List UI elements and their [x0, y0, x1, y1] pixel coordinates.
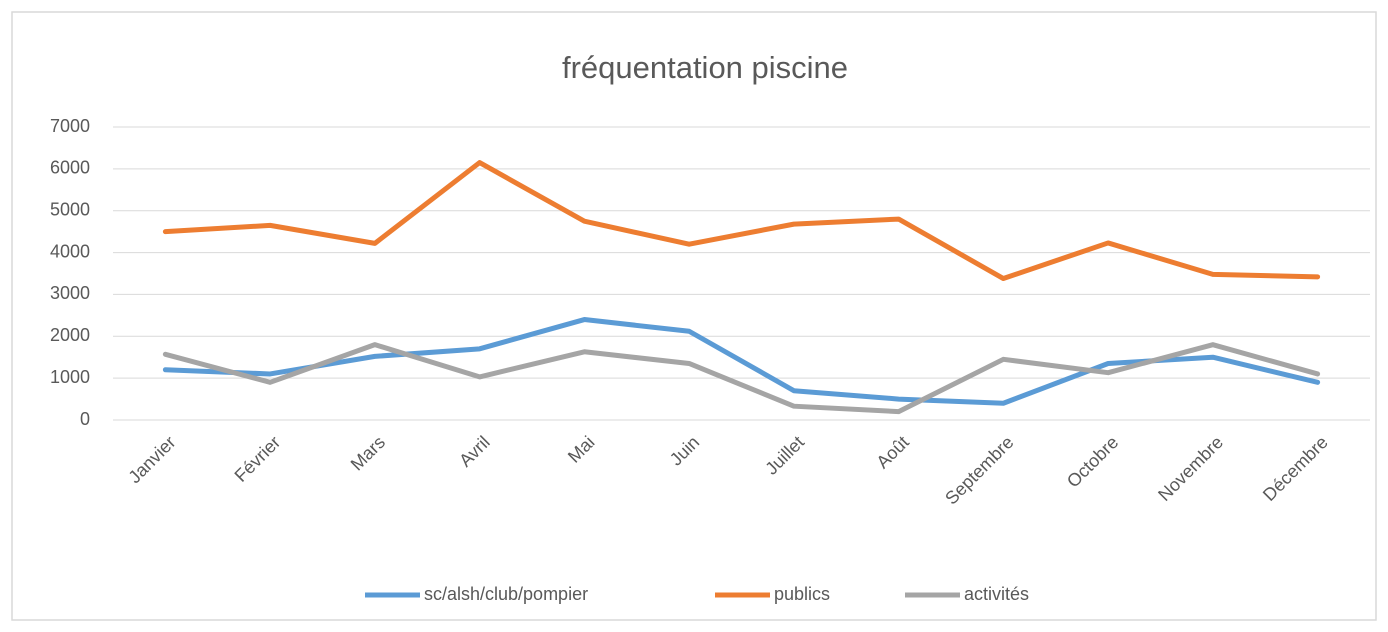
line-series — [162, 317, 1321, 406]
y-tick-label: 6000 — [50, 158, 90, 178]
y-tick-label: 1000 — [50, 367, 90, 387]
y-tick-label: 5000 — [50, 199, 90, 219]
y-tick-label: 0 — [80, 409, 90, 429]
legend-label: sc/alsh/club/pompier — [424, 584, 588, 604]
legend-label: publics — [774, 584, 830, 604]
y-tick-label: 3000 — [50, 283, 90, 303]
y-tick-label: 2000 — [50, 325, 90, 345]
chart-title: fréquentation piscine — [562, 50, 848, 85]
legend-label: activités — [964, 584, 1029, 604]
chart-frame — [11, 11, 1377, 621]
line-series — [162, 342, 1321, 415]
line-series — [162, 160, 1321, 282]
y-tick-label: 4000 — [50, 241, 90, 261]
y-tick-label: 7000 — [50, 116, 90, 136]
